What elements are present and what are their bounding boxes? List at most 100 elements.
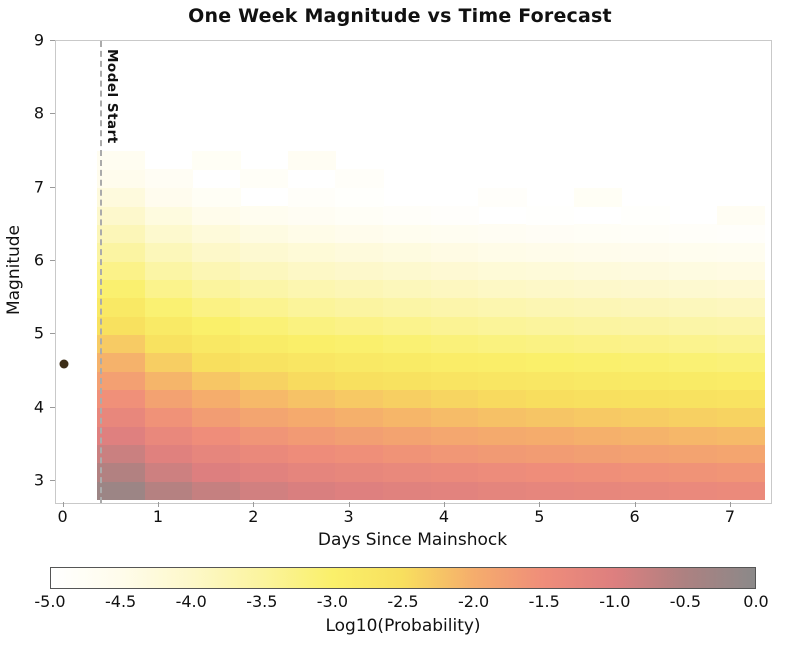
heatmap-cell <box>192 444 241 464</box>
heatmap-cell <box>287 279 336 299</box>
y-tick-label: 3 <box>33 470 44 490</box>
heatmap-cell <box>239 371 289 390</box>
plot-area: Model Start <box>55 40 772 504</box>
heatmap-cell <box>668 444 718 464</box>
heatmap-cell <box>621 481 670 500</box>
mainshock-marker <box>59 359 69 369</box>
heatmap-cell <box>478 261 527 280</box>
heatmap-cell <box>239 169 289 189</box>
heatmap-cell <box>621 352 670 372</box>
colorbar-tick-label: -1.5 <box>528 592 560 611</box>
heatmap-cell <box>668 279 718 299</box>
heatmap-cell <box>716 352 765 372</box>
heatmap-cell <box>573 187 622 207</box>
heatmap-cell <box>96 279 146 299</box>
x-tick-mark <box>348 502 350 507</box>
heatmap-cell <box>144 297 193 317</box>
heatmap-cell <box>192 224 241 244</box>
heatmap-cell <box>621 297 670 317</box>
heatmap-cell <box>96 261 146 280</box>
colorbar-tick-label: -2.5 <box>387 592 419 611</box>
heatmap-cell <box>573 279 622 299</box>
heatmap-cell <box>192 462 241 482</box>
heatmap-cell <box>192 481 241 500</box>
heatmap-cell <box>621 462 670 482</box>
y-tick-mark <box>50 333 55 335</box>
heatmap-cell <box>573 334 622 354</box>
heatmap-cell <box>239 426 289 445</box>
heatmap-cell <box>335 352 384 372</box>
x-tick-label: 2 <box>248 507 259 526</box>
heatmap-cell <box>716 316 765 335</box>
heatmap-cell <box>96 297 146 317</box>
heatmap-cell <box>430 297 479 317</box>
heatmap-cell <box>430 444 479 464</box>
heatmap-cell <box>192 334 241 354</box>
y-axis-label: Magnitude <box>4 224 24 316</box>
heatmap-cell <box>96 151 146 170</box>
heatmap-cell <box>96 242 146 262</box>
heatmap-cell <box>668 224 718 244</box>
colorbar-tick-label: -3.5 <box>246 592 278 611</box>
heatmap-cell <box>621 389 670 409</box>
heatmap-cell <box>668 242 718 262</box>
heatmap-cell <box>573 316 622 335</box>
heatmap-cell <box>621 261 670 280</box>
heatmap-cell <box>668 334 718 354</box>
heatmap-cell <box>478 407 527 427</box>
heatmap-cell <box>382 371 432 390</box>
heatmap-cell <box>192 206 241 225</box>
heatmap-cell <box>525 389 575 409</box>
heatmap-cell <box>287 426 336 445</box>
heatmap-cell <box>335 279 384 299</box>
heatmap-cell <box>382 389 432 409</box>
heatmap-cell <box>382 242 432 262</box>
colorbar-tick-label: -4.5 <box>104 592 137 611</box>
heatmap-cell <box>525 407 575 427</box>
y-tick-label: 9 <box>33 30 44 50</box>
heatmap-cell <box>96 389 146 409</box>
heatmap-cell <box>573 352 622 372</box>
heatmap-cell <box>382 407 432 427</box>
heatmap-cell <box>144 224 193 244</box>
heatmap-cell <box>144 371 193 390</box>
heatmap-cell <box>192 316 241 335</box>
heatmap-cell <box>382 224 432 244</box>
heatmap-cell <box>144 261 193 280</box>
heatmap-cell <box>716 481 765 500</box>
heatmap-cell <box>430 206 479 225</box>
heatmap-cell <box>335 242 384 262</box>
heatmap-cell <box>96 224 146 244</box>
heatmap-cell <box>382 481 432 500</box>
heatmap-cell <box>668 389 718 409</box>
heatmap-cell <box>525 242 575 262</box>
heatmap-cell <box>335 187 384 207</box>
heatmap-cell <box>716 444 765 464</box>
heatmap-cell <box>573 371 622 390</box>
heatmap-cell <box>430 371 479 390</box>
colorbar-tick-label: -5.0 <box>34 592 66 611</box>
heatmap-cell <box>287 224 336 244</box>
y-tick-label: 5 <box>33 323 44 343</box>
heatmap-cell <box>525 316 575 335</box>
heatmap-cell <box>287 316 336 335</box>
heatmap-cell <box>239 316 289 335</box>
x-tick-mark <box>539 502 541 507</box>
y-tick-mark <box>50 406 55 408</box>
heatmap-cell <box>525 371 575 390</box>
heatmap-cell <box>716 426 765 445</box>
heatmap-cell <box>192 151 241 170</box>
heatmap-cell <box>96 426 146 445</box>
heatmap-cell <box>382 352 432 372</box>
heatmap-cell <box>573 481 622 500</box>
heatmap-cell <box>621 242 670 262</box>
heatmap-cell <box>287 297 336 317</box>
heatmap-cell <box>668 426 718 445</box>
heatmap-cell <box>478 316 527 335</box>
x-tick-mark <box>62 502 64 507</box>
heatmap-cell <box>287 481 336 500</box>
x-tick-label: 4 <box>438 507 450 526</box>
heatmap-cell <box>96 206 146 225</box>
heatmap-cell <box>525 444 575 464</box>
heatmap-cell <box>621 407 670 427</box>
